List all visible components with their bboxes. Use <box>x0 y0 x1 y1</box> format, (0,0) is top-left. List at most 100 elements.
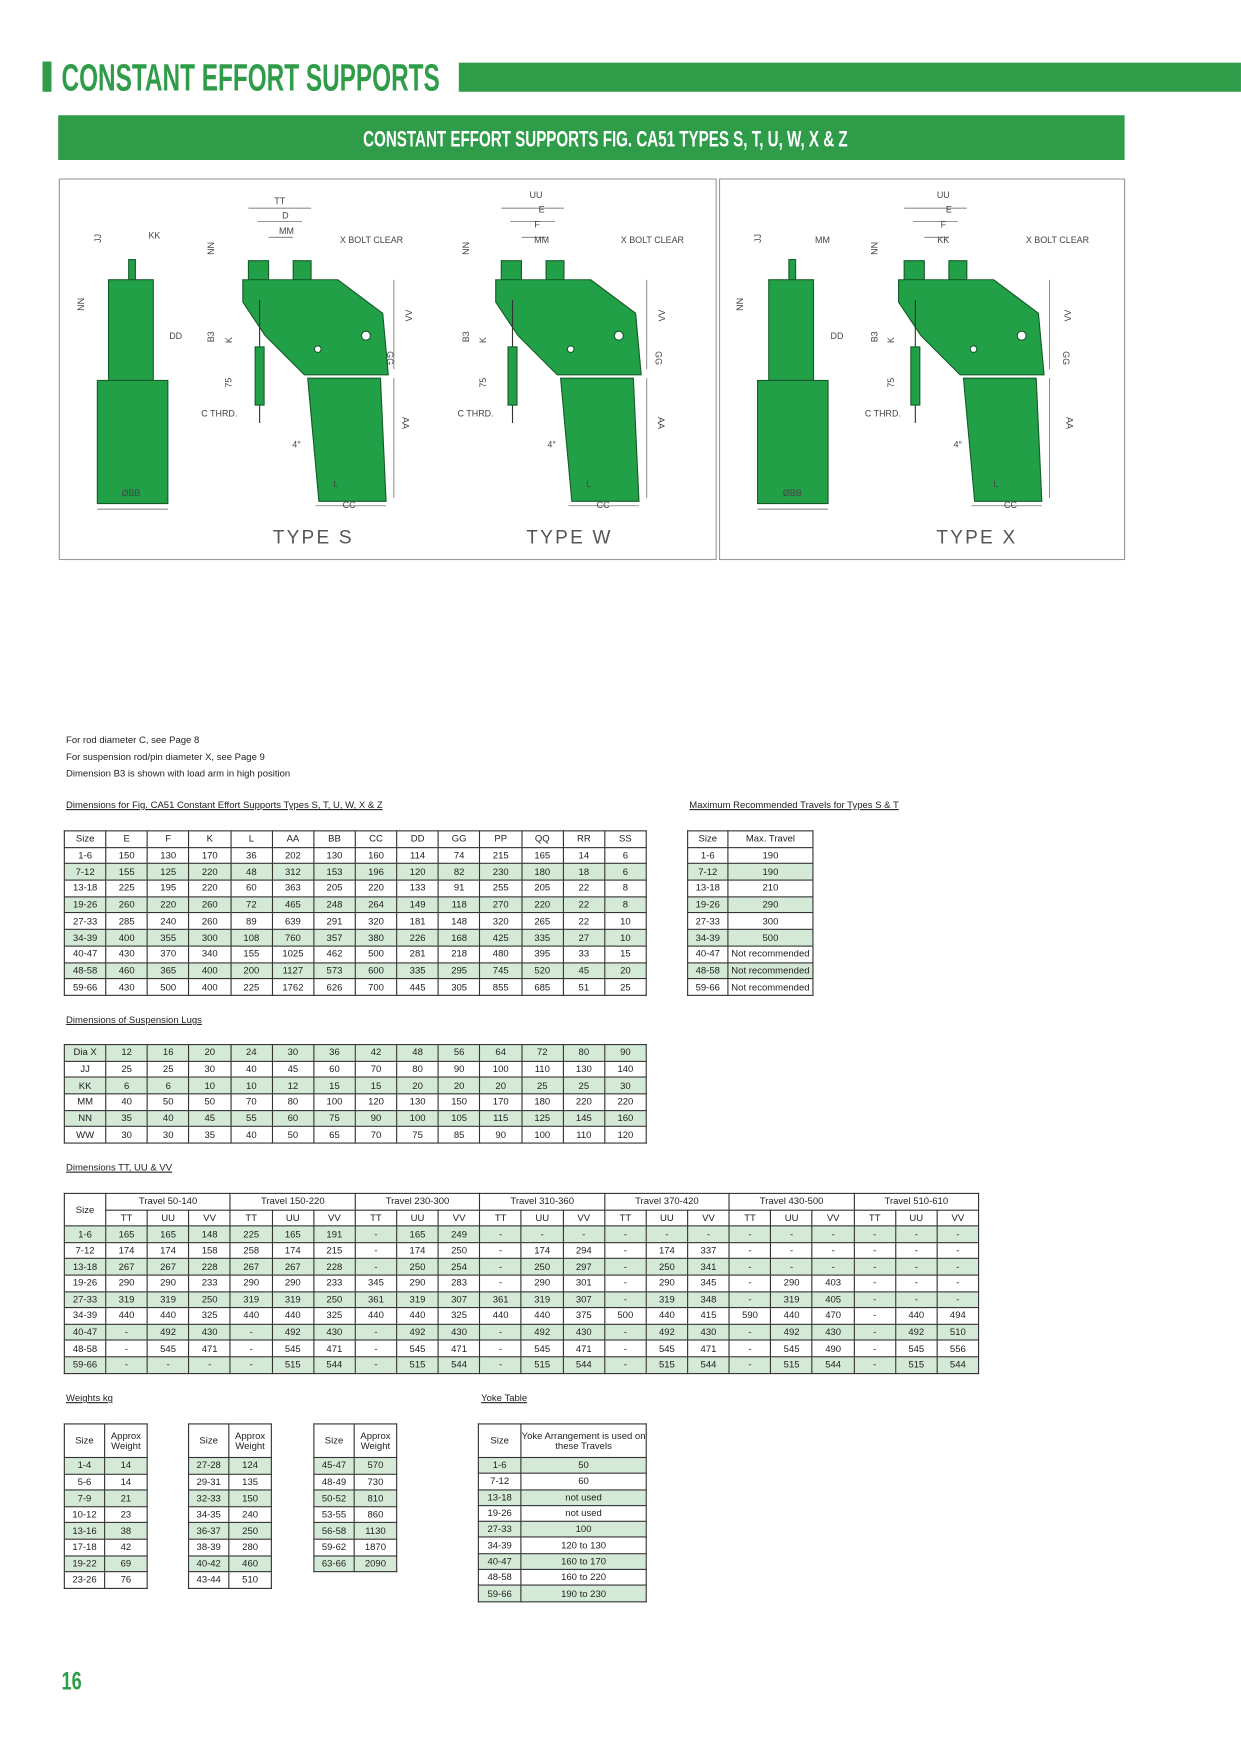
table-cell: 685 <box>520 978 564 996</box>
table-cell: 25 <box>520 1076 564 1095</box>
table-row: 29-31 135 <box>187 1473 272 1491</box>
table-cell: 8 <box>604 879 647 898</box>
dimension-label: UU <box>937 190 950 200</box>
table-cell: 255 <box>479 879 523 898</box>
pivot <box>1016 330 1027 341</box>
dimension-label: X BOLT CLEAR <box>340 235 404 245</box>
table-cell: 544 <box>562 1356 606 1374</box>
table-cell: 361 <box>479 1290 522 1309</box>
table-cell: 545 <box>146 1339 190 1358</box>
dimension-label: VV <box>657 310 667 322</box>
table-cell: 380 <box>354 928 398 947</box>
table-cell: - <box>853 1274 897 1292</box>
table-cell: 120 <box>604 1126 647 1144</box>
table-cell: - <box>728 1356 772 1374</box>
table-cell: - <box>936 1274 980 1292</box>
table-row: 59-66 190 to 230 <box>477 1584 647 1603</box>
table-cell: - <box>936 1258 980 1276</box>
table-cell: 471 <box>313 1339 356 1358</box>
table-cell: 34-39 <box>477 1536 522 1555</box>
table-cell: 440 <box>479 1307 522 1325</box>
table-cell: - <box>728 1323 772 1341</box>
table-cell: 17-18 <box>63 1538 106 1557</box>
dimension-label: MM <box>534 235 549 245</box>
table-body: Size Approx Weight 45-47 570 48-49 730 50-52 81… <box>313 1423 398 1573</box>
table-row: JJ 25 25 30 40 45 60 70 80 90 100 110 130 140 <box>63 1060 647 1079</box>
table-cell: 90 <box>604 1044 647 1062</box>
header-cell: VV <box>811 1209 855 1227</box>
table-cell: 855 <box>479 978 523 996</box>
table-cell: 100 <box>520 1520 647 1539</box>
table-cell: - <box>853 1339 897 1358</box>
diagram-caption: TYPE W <box>526 527 612 548</box>
header-cell: VV <box>936 1209 980 1227</box>
table-cell: 130 <box>146 846 190 865</box>
table-cell: 1025 <box>271 945 315 963</box>
table-cell: 125 <box>520 1109 564 1128</box>
table-cell: 492 <box>396 1323 439 1341</box>
table-cell: 545 <box>396 1339 439 1358</box>
note: For suspension rod/pin diameter X, see P… <box>66 750 265 763</box>
table-cell: 220 <box>604 1093 647 1111</box>
table-cell: 265 <box>520 912 564 931</box>
spring-can <box>962 377 1043 502</box>
table-cell: 25 <box>604 978 647 996</box>
table-cell: - <box>728 1274 772 1292</box>
table-row: WW 30 30 35 40 50 65 70 75 85 90 100 110 120 <box>63 1126 647 1144</box>
table-cell: 515 <box>271 1356 315 1374</box>
table-cell: 240 <box>146 912 190 931</box>
table-cell: 280 <box>228 1538 272 1557</box>
dimension-label: JJ <box>753 234 763 243</box>
table-caption: Dimensions TT, UU & VV <box>66 1161 173 1173</box>
table-cell: 118 <box>437 896 481 914</box>
header-cell: Size <box>63 1423 106 1459</box>
header-cell: Travel 150-220 <box>229 1192 356 1211</box>
header-cell: UU <box>396 1209 439 1227</box>
table-row: 40-47 160 to 170 <box>477 1552 647 1571</box>
table-cell: 59-66 <box>63 978 107 996</box>
lug <box>788 259 797 281</box>
table-caption: Dimensions for Fig. CA51 Constant Effort… <box>66 798 383 811</box>
table-body: Size Max. Travel 1-6 190 7-12 190 13-18 210 19-2… <box>687 830 814 996</box>
pivot <box>313 345 322 354</box>
table-cell: 30 <box>188 1060 232 1079</box>
table-cell: 6 <box>604 863 647 881</box>
table-cell: 34-35 <box>187 1505 230 1524</box>
table-cell: 570 <box>353 1456 398 1475</box>
table-row: 27-33 285 240 260 89 639 291 320 181 148 320 265 22 1… <box>63 912 647 931</box>
dimension-label: KK <box>148 230 160 240</box>
table-cell: 294 <box>562 1241 606 1260</box>
table-cell: 355 <box>146 928 190 947</box>
table-cell: 260 <box>188 896 232 914</box>
table-cell: 500 <box>727 928 814 947</box>
header-cell: VV <box>562 1209 606 1227</box>
table-cell: 492 <box>770 1323 813 1341</box>
header-cell: L <box>230 830 273 848</box>
dimension-label: C THRD. <box>201 408 237 418</box>
table-cell: 33 <box>562 945 606 963</box>
table-cell: 24 <box>230 1044 273 1062</box>
header-cell: TT <box>229 1209 273 1227</box>
dimension-label: 4° <box>547 440 556 450</box>
dimension-label: C THRD. <box>865 408 901 418</box>
table-row: 27-33 100 <box>477 1520 647 1539</box>
table-cell: 60 <box>520 1472 647 1491</box>
table-row: Size Approx Weight <box>313 1423 398 1459</box>
pivot <box>360 330 371 341</box>
table-row: 17-18 42 <box>63 1538 148 1557</box>
header-cell: Size <box>687 830 729 848</box>
header-cell: Yoke Arrangement is used on these Travel… <box>520 1423 647 1459</box>
table-caption: Weights kg <box>66 1392 113 1404</box>
table-cell: 425 <box>479 928 523 947</box>
table-row: 1-6 165 165 148 225 165 191-165 249- - - - - - - - - - - - <box>63 1225 980 1243</box>
table-cell: 260 <box>188 912 232 931</box>
dimension-label: DD <box>169 331 182 341</box>
table-body: Size Approx Weight 1-4 14 5-6 14 7-9 21 10-12 23 1… <box>63 1423 148 1589</box>
table-cell: 59-62 <box>313 1538 355 1557</box>
table-cell: - <box>229 1339 273 1358</box>
table-cell: 42 <box>104 1538 148 1557</box>
dimension-label: 4° <box>954 440 963 450</box>
table-cell: 225 <box>105 879 149 898</box>
table-cell: Not recommended <box>727 945 814 963</box>
